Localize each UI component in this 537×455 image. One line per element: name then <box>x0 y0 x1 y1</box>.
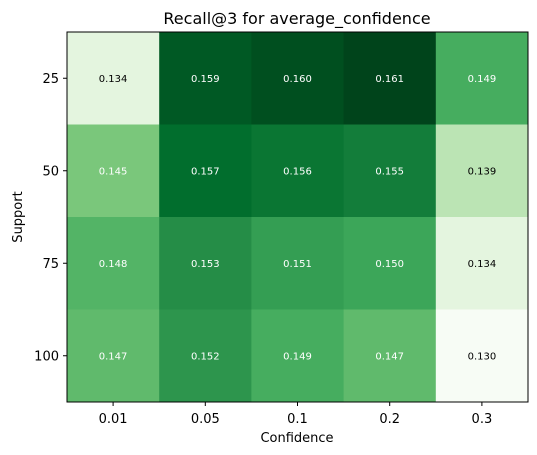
cell-value-label: 0.149 <box>283 351 312 362</box>
heatmap-cell <box>159 309 252 403</box>
x-axis-label: Confidence <box>260 431 333 446</box>
cell-value-label: 0.134 <box>99 74 128 85</box>
cell-value-label: 0.150 <box>375 259 404 270</box>
cell-value-label: 0.159 <box>191 74 220 85</box>
x-tick-label: 0.3 <box>472 412 493 427</box>
x-tick-label: 0.05 <box>191 412 220 427</box>
x-tick-label: 0.1 <box>287 412 308 427</box>
cell-value-label: 0.153 <box>191 259 220 270</box>
cell-value-label: 0.161 <box>375 74 404 85</box>
x-tick-label: 0.2 <box>379 412 400 427</box>
y-tick-label: 100 <box>34 349 59 364</box>
cell-value-label: 0.134 <box>468 259 497 270</box>
heatmap-cell <box>67 309 160 403</box>
heatmap-cell <box>251 217 345 310</box>
heatmap-cell <box>435 309 529 403</box>
cell-value-label: 0.156 <box>283 166 312 177</box>
heatmap-cell <box>159 32 252 125</box>
heatmap-cell <box>251 124 345 218</box>
y-axis-label: Support <box>11 191 26 242</box>
cell-value-label: 0.147 <box>375 351 404 362</box>
heatmap-cell <box>343 309 437 403</box>
heatmap-cell <box>67 32 160 125</box>
heatmap-cell <box>67 217 160 310</box>
cell-value-label: 0.151 <box>283 259 312 270</box>
heatmap-cell <box>251 32 345 125</box>
y-axis-ticks: 25 50 75 100 <box>34 72 67 364</box>
heatmap-cell <box>343 124 437 218</box>
heatmap-cell <box>251 309 345 403</box>
cell-value-label: 0.148 <box>99 259 128 270</box>
heatmap-cell <box>159 124 252 218</box>
y-tick-label: 50 <box>42 164 59 179</box>
heatmap-cell <box>435 124 529 218</box>
heatmap-cell <box>435 217 529 310</box>
cell-value-label: 0.130 <box>468 351 497 362</box>
heatmap-cell <box>159 217 252 310</box>
heatmap-cell <box>67 124 160 218</box>
heatmap-cell <box>435 32 529 125</box>
heatmap-cells: 0.134 0.159 0.160 0.161 0.149 0.145 0.157 0.156… <box>67 32 529 403</box>
cell-value-label: 0.139 <box>468 166 497 177</box>
y-tick-label: 75 <box>42 257 59 272</box>
cell-value-label: 0.149 <box>468 74 497 85</box>
cell-value-label: 0.160 <box>283 74 312 85</box>
cell-value-label: 0.155 <box>375 166 404 177</box>
x-axis-ticks: 0.01 0.05 0.1 0.2 0.3 <box>99 402 493 427</box>
y-tick-label: 25 <box>42 72 59 87</box>
chart-title: Recall@3 for average_confidence <box>163 9 430 29</box>
cell-value-label: 0.145 <box>99 166 128 177</box>
heatmap-cell <box>343 32 437 125</box>
cell-value-label: 0.157 <box>191 166 220 177</box>
heatmap-cell <box>343 217 437 310</box>
cell-value-label: 0.152 <box>191 351 220 362</box>
x-tick-label: 0.01 <box>99 412 128 427</box>
cell-value-label: 0.147 <box>99 351 128 362</box>
